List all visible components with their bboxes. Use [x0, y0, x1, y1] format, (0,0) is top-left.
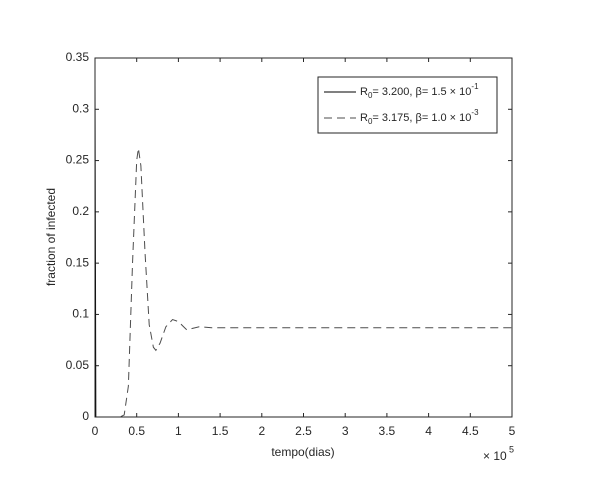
x-tick-label: 3	[342, 424, 349, 438]
axes-box	[94, 57, 513, 418]
x-multiplier-exponent: 5	[509, 444, 514, 454]
x-multiplier: × 10	[483, 449, 507, 463]
y-tick-label: 0	[82, 409, 89, 423]
x-tick-label: 4.5	[462, 424, 479, 438]
x-tick-label: 1	[175, 424, 182, 438]
y-tick-label: 0.25	[66, 153, 90, 167]
legend-box	[317, 76, 498, 134]
x-tick-label: 2	[258, 424, 265, 438]
series-line	[95, 148, 512, 418]
x-tick-label: 3.5	[379, 424, 396, 438]
legend-label: R0= 3.200, β= 1.5 × 10-1	[360, 82, 479, 100]
y-tick-label: 0.15	[66, 255, 90, 269]
y-tick-label: 0.05	[66, 358, 90, 372]
y-tick-label: 0.2	[72, 204, 89, 218]
x-tick-label: 2.5	[295, 424, 312, 438]
y-tick-label: 0.3	[72, 101, 89, 115]
x-tick-label: 4	[425, 424, 432, 438]
y-tick-label: 0.1	[72, 307, 89, 321]
x-tick-label: 0.5	[128, 424, 145, 438]
y-axis-label: fraction of infected	[44, 188, 58, 286]
y-tick-label: 0.35	[66, 50, 90, 64]
x-tick-label: 5	[509, 424, 516, 438]
x-tick-label: 1.5	[212, 424, 229, 438]
x-axis-label: tempo(dias)	[271, 445, 334, 459]
x-tick-label: 0	[92, 424, 99, 438]
legend-label: R0= 3.175, β= 1.0 × 10-3	[360, 108, 479, 126]
